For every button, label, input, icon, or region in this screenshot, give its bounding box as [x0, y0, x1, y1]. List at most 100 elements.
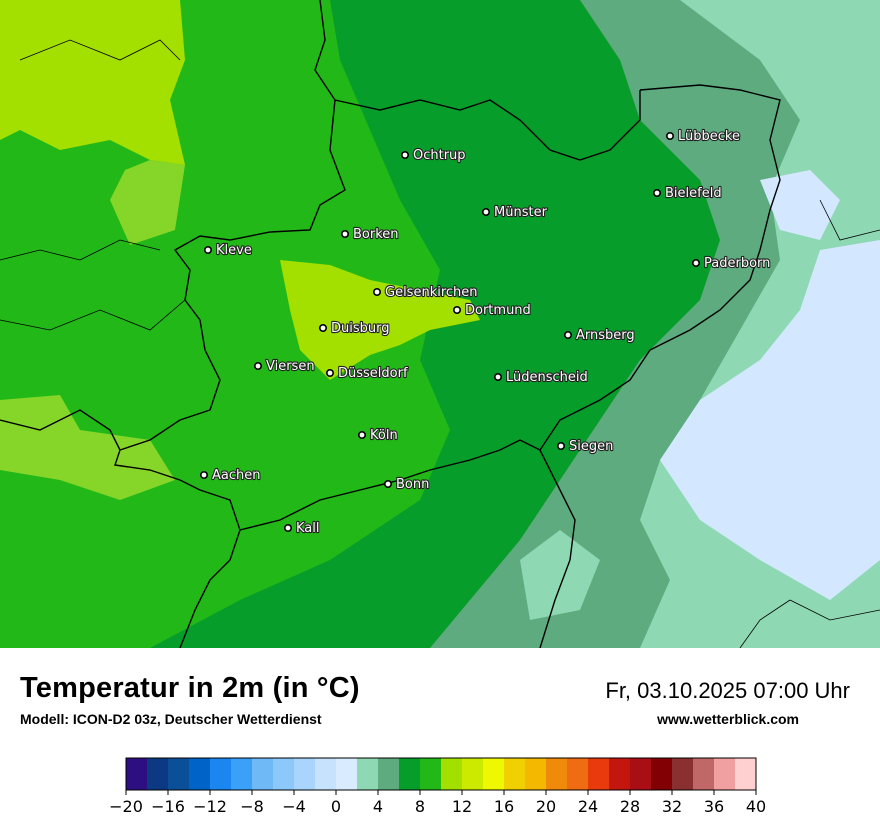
region-lightgreen-ruhr — [280, 260, 480, 380]
city-markers: Lübbecke Ochtrup Bielefeld Münster Borken Kle… — [200, 128, 771, 537]
city-marker-paderborn — [691, 258, 700, 267]
legend-swatch — [378, 758, 400, 790]
city-label: Münster — [494, 205, 548, 220]
legend-swatch — [693, 758, 715, 790]
city-label: Borken — [353, 227, 399, 242]
legend-swatch — [168, 758, 190, 790]
legend-swatch — [546, 758, 568, 790]
legend-tick-label: 8 — [415, 797, 425, 816]
city-label: Paderborn — [704, 256, 770, 271]
city-marker-viersen — [254, 361, 263, 370]
region-paleblue-southeast — [660, 240, 880, 600]
city-marker-dortmund — [452, 305, 461, 314]
legend-swatch — [441, 758, 463, 790]
legend-swatch — [420, 758, 442, 790]
city-label: Viersen — [266, 359, 315, 374]
legend-tick-label: 32 — [662, 797, 682, 816]
legend-swatch — [189, 758, 211, 790]
legend-swatch — [126, 758, 148, 790]
legend-tick-label: 4 — [373, 797, 383, 816]
legend-tick-label: 16 — [494, 797, 514, 816]
legend-swatch — [609, 758, 631, 790]
region-paleblue-east — [760, 170, 840, 240]
legend-swatch — [630, 758, 652, 790]
city-label: Köln — [370, 428, 398, 443]
city-marker-kleve — [204, 246, 213, 255]
legend-tick-label: −16 — [151, 797, 185, 816]
border-belgium — [0, 409, 121, 451]
legend-tick-label: 24 — [578, 797, 598, 816]
legend-swatch — [147, 758, 169, 790]
city-label: Dortmund — [465, 303, 531, 318]
legend-swatch — [672, 758, 694, 790]
border-nrw-hesse — [539, 84, 781, 648]
legend-tick-label: 40 — [746, 797, 766, 816]
temperature-map: Lübbecke Ochtrup Bielefeld Münster Borken Kle… — [0, 0, 880, 648]
legend-tick-label: −8 — [240, 797, 264, 816]
city-label: Kleve — [216, 243, 252, 258]
legend-tick-label: 0 — [331, 797, 341, 816]
color-legend: −20 −16 −12 −8 −4 0 4 8 12 16 20 24 28 32 36 40 — [110, 757, 766, 816]
region-lightgreen-northwest — [110, 160, 185, 245]
city-marker-borken — [340, 230, 349, 239]
city-marker-ochtrup — [400, 151, 409, 160]
city-marker-bonn — [383, 479, 392, 488]
legend-swatch — [315, 758, 337, 790]
border-rhineland-palatinate — [239, 439, 541, 531]
city-label: Lübbecke — [678, 129, 740, 144]
legend-swatch — [483, 758, 505, 790]
legend-tick-label: −12 — [193, 797, 227, 816]
legend-swatch — [336, 758, 358, 790]
legend-swatch — [735, 758, 757, 790]
legend-tick-label: 20 — [536, 797, 556, 816]
city-label: Aachen — [212, 468, 260, 483]
city-label: Bielefeld — [665, 186, 722, 201]
legend-swatch — [504, 758, 526, 790]
city-marker-münster — [481, 208, 490, 217]
legend-swatch — [357, 758, 379, 790]
border-netherlands-germany — [114, 0, 346, 648]
city-label: Siegen — [569, 439, 613, 454]
city-label: Duisburg — [331, 321, 390, 336]
legend-swatch — [588, 758, 610, 790]
border-thin-east — [739, 199, 880, 648]
city-marker-düsseldorf — [325, 368, 334, 377]
city-label: Düsseldorf — [338, 366, 408, 381]
legend-swatch — [525, 758, 547, 790]
legend-swatch — [651, 758, 673, 790]
city-marker-aachen — [200, 470, 209, 479]
city-label: Arnsberg — [576, 328, 635, 343]
city-marker-siegen — [556, 441, 565, 450]
city-label: Gelsenkirchen — [385, 285, 478, 300]
map-subtitle: Modell: ICON-D2 03z, Deutscher Wetterdie… — [20, 711, 322, 727]
legend-tick-label: −4 — [282, 797, 306, 816]
city-marker-duisburg — [318, 323, 327, 332]
forecast-datetime: Fr, 03.10.2025 07:00 Uhr — [605, 678, 850, 703]
legend-swatch — [231, 758, 253, 790]
border-thin-west — [0, 39, 186, 331]
region-mint-south — [520, 530, 600, 620]
legend-swatch — [462, 758, 484, 790]
city-marker-arnsberg — [563, 330, 572, 339]
legend-tick-label: 36 — [704, 797, 724, 816]
website-link[interactable]: www.wetterblick.com — [657, 711, 799, 727]
legend-swatch — [714, 758, 736, 790]
legend-swatch — [252, 758, 274, 790]
legend-swatch — [294, 758, 316, 790]
map-footer — [0, 648, 880, 830]
legend-tick-label: −20 — [110, 797, 143, 816]
region-yellowgreen-northwest — [0, 0, 185, 165]
legend-swatch — [210, 758, 232, 790]
city-marker-köln — [357, 430, 366, 439]
city-marker-gelsenkirchen — [372, 287, 381, 296]
city-marker-lüdenscheid — [493, 372, 502, 381]
border-nrw-lowersaxony-north — [334, 90, 641, 161]
state-borders — [0, 0, 880, 648]
city-marker-kall — [283, 523, 292, 532]
legend-swatch — [273, 758, 295, 790]
city-marker-lübbecke — [665, 132, 674, 141]
legend-tick-label: 28 — [620, 797, 640, 816]
legend-swatch — [567, 758, 589, 790]
city-marker-bielefeld — [652, 189, 661, 198]
map-title: Temperatur in 2m (in °C) — [20, 672, 360, 704]
